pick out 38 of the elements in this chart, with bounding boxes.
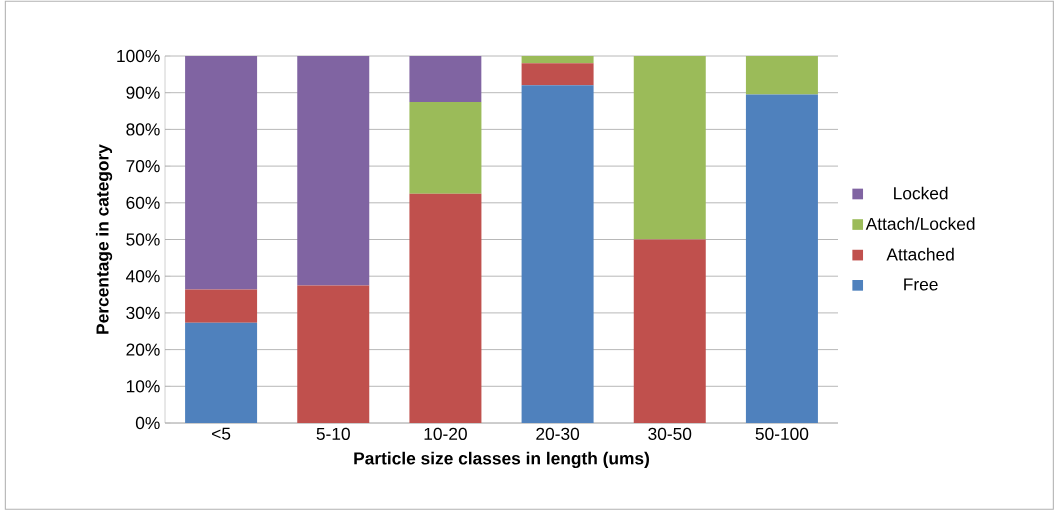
legend-label: Attached: [886, 247, 954, 261]
x-axis-title: Particle size classes in length (ums): [354, 451, 649, 469]
bar: [185, 289, 258, 323]
y-axis-title: Percentage in category: [95, 144, 113, 334]
y-tick-label: 30%: [126, 306, 160, 320]
y-tick-label: 70%: [126, 159, 160, 173]
y-tick-label: 90%: [126, 86, 160, 99]
y-tick-label: 50%: [126, 233, 160, 246]
x-tick-label: 50-100: [755, 427, 809, 440]
y-tick-label: 20%: [126, 343, 160, 356]
bar: [745, 56, 818, 95]
x-tick-label: 5-10: [316, 427, 350, 440]
bar: [521, 85, 594, 423]
x-tick-label: 10-20: [424, 427, 467, 440]
bar: [297, 285, 370, 423]
bar: [409, 193, 482, 423]
y-tick-label: 100%: [117, 49, 160, 63]
bar: [633, 239, 706, 423]
y-tick-label: 40%: [126, 270, 160, 283]
bar: [521, 56, 594, 64]
legend-label: Free: [904, 278, 938, 291]
bar: [297, 56, 370, 286]
legend-label: Locked: [894, 186, 948, 200]
y-tick-label: 10%: [126, 380, 160, 393]
x-tick-label: <5: [212, 427, 231, 440]
bar: [521, 63, 594, 86]
bar: [409, 101, 482, 194]
bar: [745, 94, 818, 423]
y-tick-label: 60%: [126, 196, 160, 209]
bar: [633, 56, 706, 240]
y-tick-label: 0%: [135, 416, 160, 430]
bar: [409, 56, 482, 102]
y-tick-label: 80%: [126, 123, 160, 136]
x-tick-label: 20-30: [536, 427, 580, 440]
x-tick-label: 30-50: [648, 427, 692, 440]
bar: [185, 322, 258, 423]
legend-label: Attach/Locked: [865, 217, 975, 230]
bar: [185, 56, 258, 290]
